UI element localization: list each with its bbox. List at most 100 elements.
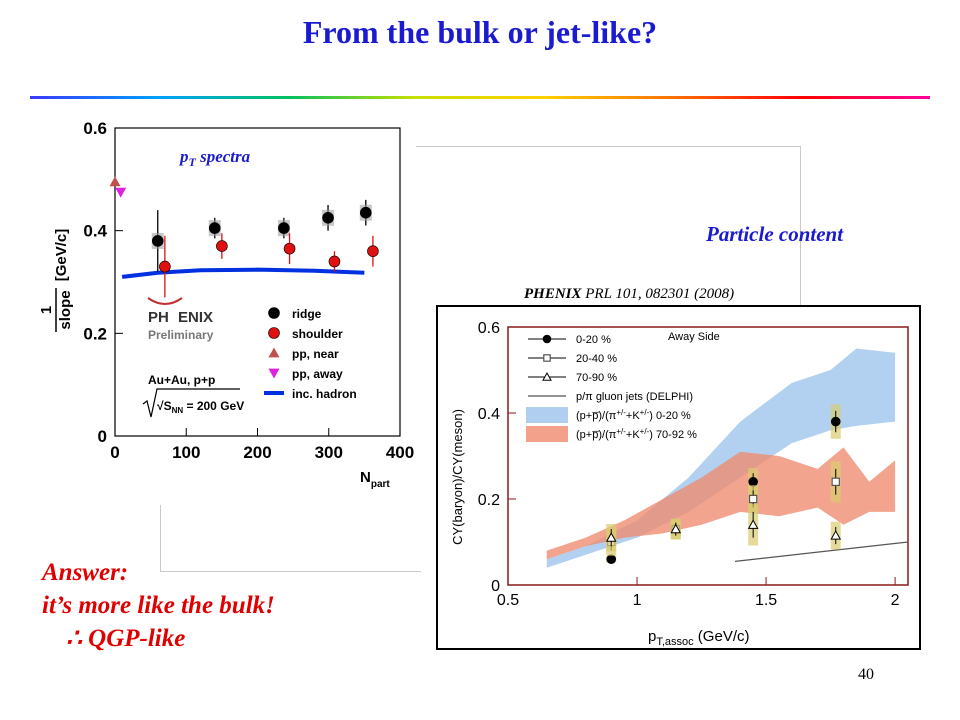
slide-title: From the bulk or jet-like? xyxy=(302,14,658,50)
right-x-tick-label: 1 xyxy=(633,592,642,609)
shoulder-point xyxy=(283,242,296,255)
shoulder-point xyxy=(367,245,379,257)
left-chart-ticks: 0 100 200 300 400 0 0.2 0.4 0.6 xyxy=(83,119,414,462)
series-2-point xyxy=(747,519,759,529)
answer-line-3: ∴ QGP-like xyxy=(66,625,186,652)
series-2-point xyxy=(670,523,682,534)
shoulder-point xyxy=(159,260,171,273)
away-side-label: Away Side xyxy=(668,331,720,343)
band-series-4 xyxy=(546,348,896,568)
ghost-frame-left xyxy=(160,505,421,572)
right-chart-points xyxy=(605,404,842,564)
energy-label: √SNN = 200 GeV xyxy=(142,388,244,418)
legend-label: 70-90 % xyxy=(576,372,617,384)
right-chart-axes xyxy=(507,326,909,586)
legend-swatch xyxy=(268,307,280,319)
legend-label: inc. hadron xyxy=(292,387,357,401)
legend-swatch xyxy=(268,327,280,339)
right-chart-frame: 0.5 1 1.5 2 0 0.2 0.4 0.6 CY(baryon)/CY(meson) … xyxy=(436,305,921,650)
right-x-tick-label: 2 xyxy=(891,592,900,609)
ridge-point xyxy=(359,206,372,219)
left-chart-plot-frame xyxy=(114,127,401,437)
left-chart-title: pT spectra xyxy=(178,147,251,169)
svg-text:PH: PH xyxy=(148,309,169,326)
delphi-gluon-jet-line xyxy=(735,541,909,562)
left-x-tick-label: 0 xyxy=(110,443,119,462)
phenix-reference: PHENIX PRL 101, 082301 (2008) xyxy=(524,286,734,303)
legend-swatch xyxy=(268,347,280,358)
pp--near-point xyxy=(109,176,121,187)
legend-label: (p+p̅)/(π+/-+K+/-) 70-92 % xyxy=(576,427,697,441)
legend-swatch xyxy=(268,368,280,379)
series-0-point xyxy=(748,477,758,487)
right-chart-plot-frame xyxy=(507,326,909,586)
reference-experiment: PHENIX xyxy=(524,286,582,302)
legend-label: 0-20 % xyxy=(576,334,611,346)
series-2-point xyxy=(605,532,617,542)
series-0-point xyxy=(606,554,617,564)
pp--away-point xyxy=(115,187,127,198)
left-chart-points xyxy=(109,176,379,298)
legend-label: (p+p̅)/(π+/-+K+/-) 0-20 % xyxy=(576,408,691,422)
right-chart-delphi-line xyxy=(735,541,909,562)
svg-text:Preliminary: Preliminary xyxy=(148,328,214,342)
right-chart: 0.5 1 1.5 200.20.40.6 CY(baryon)/CY(meson) … xyxy=(450,320,909,648)
title-rainbow-divider xyxy=(30,96,930,99)
svg-text:slope: slope xyxy=(57,290,74,329)
legend-marker xyxy=(543,354,551,362)
svg-text:[GeV/c]: [GeV/c] xyxy=(53,229,70,282)
left-x-tick-label: 200 xyxy=(243,443,271,462)
left-chart-ylabel: 1 slope [GeV/c] xyxy=(38,229,74,332)
answer-line-2: it’s more like the bulk! xyxy=(42,592,275,619)
legend-marker xyxy=(542,371,552,381)
particle-content-label: Particle content xyxy=(706,222,844,246)
left-x-tick-label: 400 xyxy=(386,443,414,462)
right-chart-ticks: 0.5 1 1.5 2 0 0.2 0.4 0.6 xyxy=(478,320,900,609)
band-series-5 xyxy=(546,447,896,560)
left-x-tick-label: 300 xyxy=(315,443,343,462)
inc-hadron-series-line xyxy=(121,267,365,279)
ridge-point xyxy=(322,212,334,224)
left-chart-inc-hadron-line xyxy=(121,267,365,279)
shoulder-point xyxy=(328,255,341,268)
phenix-logo: PH ENIX Preliminary xyxy=(147,297,214,342)
legend-label: p/π gluon jets (DELPHI) xyxy=(576,391,693,403)
series-0-point xyxy=(830,416,841,427)
right-y-tick-label: 0.4 xyxy=(478,406,500,423)
reference-citation: PRL 101, 082301 (2008) xyxy=(585,286,735,302)
legend-label: shoulder xyxy=(292,327,343,341)
left-y-tick-label: 0.6 xyxy=(83,119,107,138)
legend-band-swatch xyxy=(526,407,568,423)
shoulder-point xyxy=(216,240,228,252)
system-label: Au+Au, p+p xyxy=(148,373,215,387)
left-chart-legend: ridge shoulder pp, near pp, away inc. hadron xyxy=(264,307,357,401)
series-1-point xyxy=(748,494,758,504)
svg-text:√SNN = 200 GeV: √SNN = 200 GeV xyxy=(157,399,244,415)
left-x-tick-label: 100 xyxy=(172,443,200,462)
legend-marker xyxy=(542,334,552,344)
right-y-tick-label: 0 xyxy=(491,578,500,595)
legend-label: pp, away xyxy=(292,367,343,381)
left-y-tick-label: 0.2 xyxy=(83,324,107,343)
page-number: 40 xyxy=(858,666,874,683)
answer-block: Answer: it’s more like the bulk! ∴ QGP-l… xyxy=(42,556,275,655)
answer-line-1: Answer: xyxy=(42,559,129,586)
legend-label: pp, near xyxy=(292,347,339,361)
series-1-point xyxy=(831,477,840,486)
series-2-point xyxy=(830,530,842,540)
right-y-tick-label: 0.6 xyxy=(478,320,500,337)
legend-band-swatch xyxy=(526,426,568,442)
right-x-tick-label: 1.5 xyxy=(755,592,777,609)
right-chart-xlabel: pT,assoc (GeV/c) xyxy=(648,628,749,648)
ridge-point xyxy=(208,222,221,234)
legend-label: ridge xyxy=(292,307,322,321)
left-y-tick-label: 0.4 xyxy=(83,222,107,241)
right-chart-legend: 0-20 % 20-40 % 70-90 % p/π gluon jets (DELP… xyxy=(526,334,697,442)
left-y-tick-label: 0 xyxy=(98,427,107,446)
svg-text:ENIX: ENIX xyxy=(178,309,213,326)
right-y-tick-label: 0.2 xyxy=(478,492,500,509)
left-chart: 0 100 200 300 400 0 0.2 0.4 0.6 pT spectra 1 slo… xyxy=(38,119,414,490)
right-chart-ylabel: CY(baryon)/CY(meson) xyxy=(450,409,465,545)
left-chart-axes xyxy=(114,127,401,437)
right-x-tick-label: 0.5 xyxy=(497,592,519,609)
